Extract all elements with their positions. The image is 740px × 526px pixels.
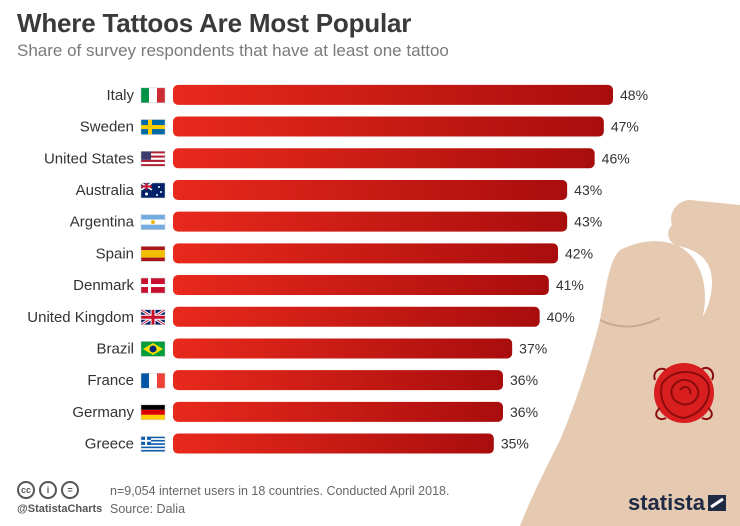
bar [173,148,595,169]
value-label: 40% [547,309,575,325]
category-label: United Kingdom [27,309,134,326]
bar-row: Brazil 37% [96,338,547,359]
value-label: 36% [510,404,538,420]
bar-row: Denmark 41% [73,275,584,296]
value-label: 41% [556,277,584,293]
bar [173,179,568,200]
bar-row: Germany 36% [72,401,538,422]
flag-es-icon [140,246,166,262]
category-label: Brazil [96,340,134,357]
flag-us-icon [140,151,166,167]
bar-row: Italy 48% [106,84,648,105]
category-label: Australia [76,182,135,199]
statista-logo-text: statista [627,490,705,515]
flag-gb-icon [140,308,166,327]
flag-gr-icon [140,436,166,452]
value-label: 43% [574,182,602,198]
category-label: Spain [96,245,134,262]
chart-subtitle: Share of survey respondents that have at… [17,41,449,60]
value-label: 42% [565,245,593,261]
bar [173,116,604,137]
category-label: Sweden [80,119,134,136]
bar [173,84,613,105]
bar-row: United Kingdom 40% [27,306,575,327]
bar [173,401,503,422]
category-label: United States [44,150,134,167]
no-derivatives-icon: = [61,481,79,499]
value-label: 46% [602,150,630,166]
category-label: France [87,372,134,389]
category-label: Denmark [73,277,134,294]
bar-row: United States 46% [44,148,630,169]
bar-row: Greece 35% [85,433,529,454]
value-label: 36% [510,372,538,388]
rose-tattoo-icon [653,363,714,423]
category-label: Germany [72,404,134,421]
bar [173,338,513,359]
bar-row: Spain 42% [96,243,593,264]
bar [173,370,503,391]
attribution-icon: i [39,481,57,499]
statista-logo[interactable]: statista [628,490,726,516]
statista-logo-icon [708,495,726,511]
value-label: 37% [519,340,547,356]
flag-se-icon [140,119,166,135]
flag-ar-icon [140,214,166,230]
flag-au-icon [140,182,166,199]
flag-de-icon [140,404,166,421]
bar [173,433,494,454]
bar [173,211,568,232]
value-label: 35% [501,436,529,452]
value-label: 43% [574,214,602,230]
flag-fr-icon [140,372,166,389]
flag-dk-icon [140,277,166,294]
bar [173,306,540,327]
category-label: Italy [106,87,134,104]
bar-row: France 36% [87,370,538,391]
chart-title: Where Tattoos Are Most Popular [17,8,412,38]
value-label: 47% [611,119,639,135]
creative-commons-icon: cc [17,481,35,499]
statista-handle: @StatistaCharts [17,503,103,515]
source-note: Source: Dalia [110,502,186,516]
bar [173,243,558,264]
bar-row: Argentina 43% [70,211,602,232]
category-label: Greece [85,436,134,453]
flag-it-icon [140,87,166,104]
value-label: 48% [620,87,648,103]
survey-note: n=9,054 internet users in 18 countries. … [110,484,450,498]
bar [173,275,549,296]
category-label: Argentina [70,214,135,231]
license-icons: cc i = [17,481,79,499]
bar-row: Sweden 47% [80,116,639,137]
bar-row: Australia 43% [76,179,602,200]
flag-br-icon [140,341,166,357]
